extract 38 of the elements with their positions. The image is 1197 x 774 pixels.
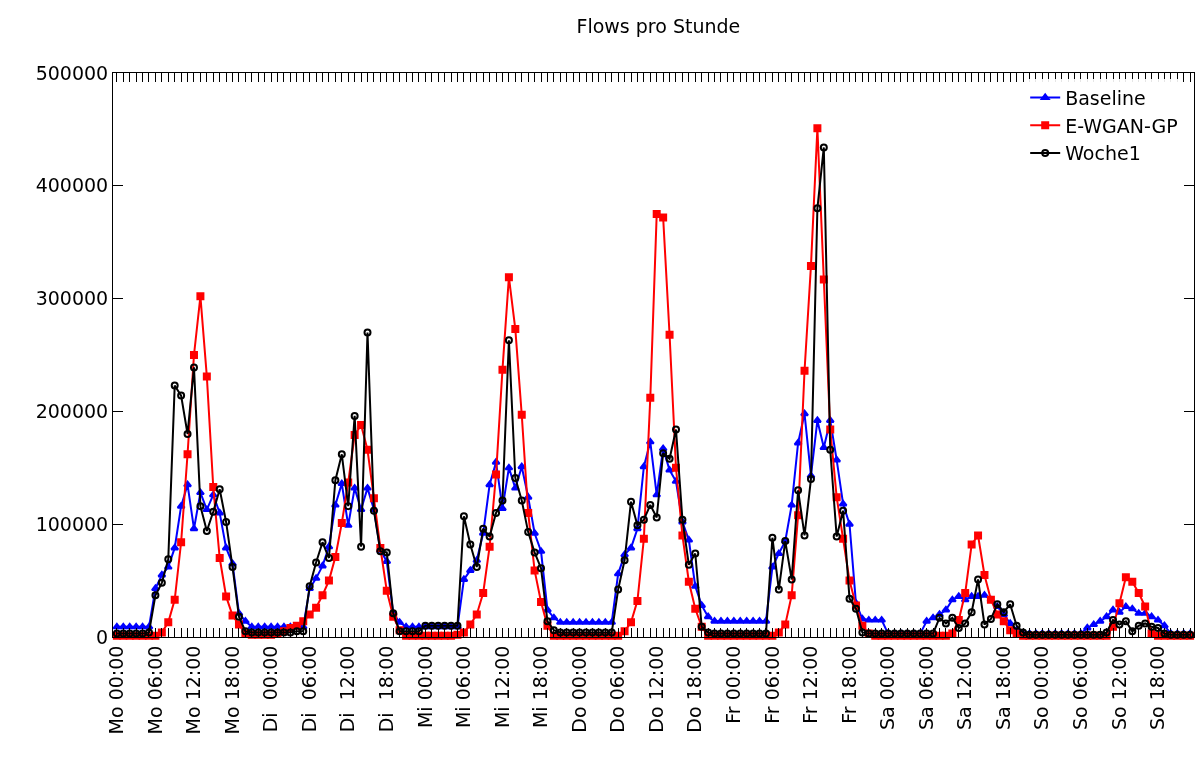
x-tick-label: So 06:00 <box>1069 645 1092 731</box>
legend-label: Baseline <box>1065 86 1146 109</box>
x-tick-label: Di 06:00 <box>297 645 320 733</box>
x-tick-label: So 18:00 <box>1146 645 1169 731</box>
x-tick-label: Mo 18:00 <box>220 645 243 735</box>
x-tick-label: Di 12:00 <box>336 645 359 733</box>
x-tick-label: Mi 18:00 <box>529 645 552 729</box>
x-tick-label: Mo 06:00 <box>143 645 166 735</box>
x-tick-label: So 00:00 <box>1030 645 1053 731</box>
x-tick-label: Mi 06:00 <box>452 645 475 729</box>
x-tick-label: Fr 06:00 <box>760 645 783 724</box>
x-tick-label: Di 00:00 <box>259 645 282 733</box>
x-tick-label: Do 06:00 <box>606 645 629 733</box>
y-tick-label: 200000 <box>35 400 109 423</box>
chart-title: Flows pro Stunde <box>576 14 741 37</box>
x-tick-label: Mo 12:00 <box>182 645 205 735</box>
x-tick-label: Sa 00:00 <box>876 645 899 731</box>
legend-label: Woche1 <box>1065 142 1141 165</box>
x-tick-label: Fr 18:00 <box>837 645 860 724</box>
x-tick-label: Mo 00:00 <box>105 645 128 735</box>
legend-label: E-WGAN-GP <box>1065 114 1178 137</box>
x-tick-label: Do 00:00 <box>567 645 590 733</box>
x-tick-label: Sa 12:00 <box>953 645 976 731</box>
x-tick-label: Do 18:00 <box>683 645 706 733</box>
x-tick-label: Di 18:00 <box>374 645 397 733</box>
x-tick-label: Sa 18:00 <box>991 645 1014 731</box>
y-tick-label: 100000 <box>35 512 109 535</box>
y-tick-label: 0 <box>96 625 109 648</box>
x-tick-label: Do 12:00 <box>644 645 667 733</box>
x-tick-label: Fr 12:00 <box>799 645 822 724</box>
y-tick-label: 300000 <box>35 287 109 310</box>
x-tick-label: Mi 12:00 <box>490 645 513 729</box>
x-tick-label: Fr 00:00 <box>722 645 745 724</box>
y-tick-label: 400000 <box>35 174 109 197</box>
y-tick-label: 500000 <box>35 61 109 84</box>
x-tick-label: So 12:00 <box>1107 645 1130 731</box>
x-tick-label: Mi 00:00 <box>413 645 436 729</box>
x-tick-label: Sa 06:00 <box>914 645 937 731</box>
